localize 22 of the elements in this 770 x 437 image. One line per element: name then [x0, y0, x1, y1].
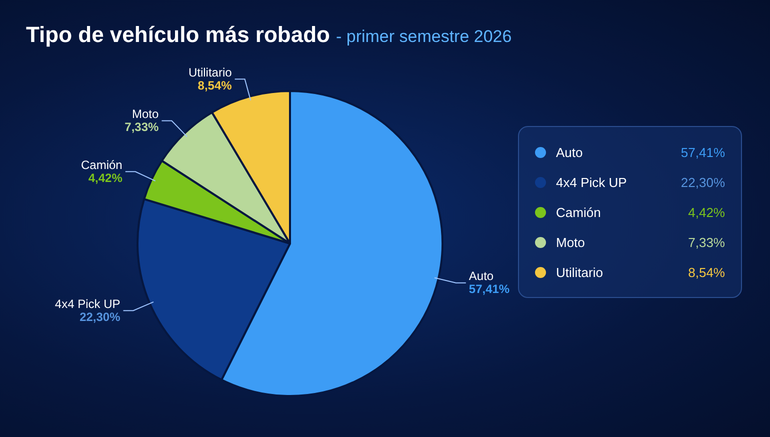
- slice-label: Camión: [81, 158, 122, 172]
- chart-title: Tipo de vehículo más robado: [26, 22, 330, 47]
- data-label: 8,54%: [198, 78, 232, 92]
- text: 7,33%: [688, 234, 725, 250]
- chart-subtitle: - primer semestre 2026: [336, 27, 512, 46]
- legend-label: Utilitario: [556, 264, 604, 280]
- data-label: 22,30%: [80, 310, 121, 324]
- data-label: 7,33%: [124, 120, 160, 134]
- slice-label: Auto: [468, 269, 494, 284]
- text: 4,42%: [688, 204, 725, 220]
- text: 22,30%: [680, 174, 725, 190]
- slice-label: 4x4 Pick UP: [54, 296, 120, 311]
- slice-label: Moto: [132, 107, 160, 122]
- slice-label: Utilitario: [188, 65, 232, 80]
- legend-label: Camión: [556, 204, 602, 220]
- legend-label: 4x4 Pick UP: [556, 174, 628, 190]
- data-label: 4,42%: [88, 170, 123, 185]
- data-label: 57,41%: [468, 282, 510, 296]
- text: 8,54%: [688, 264, 725, 280]
- text: 57,41%: [680, 144, 725, 160]
- slice-label: Auto: [556, 144, 584, 160]
- legend-label: Moto: [556, 234, 586, 250]
